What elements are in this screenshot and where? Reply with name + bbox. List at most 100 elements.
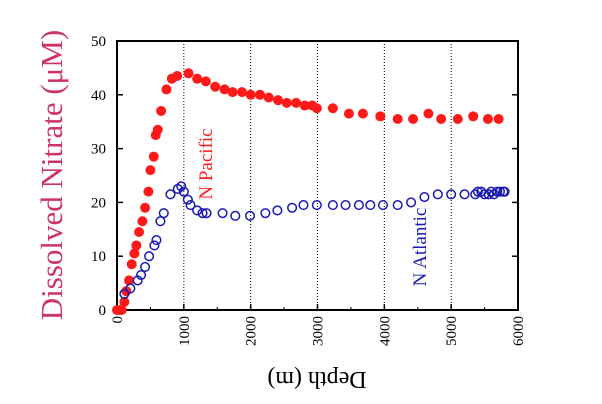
data-point-n-atlantic [446, 189, 457, 200]
data-point-n-atlantic [125, 283, 136, 294]
data-point-n-atlantic [353, 200, 364, 211]
data-point-n-pacific [468, 111, 479, 122]
x-tick-label: 6000 [511, 316, 527, 346]
y-axis-label: Dissolved Nitrate (μM) [34, 30, 69, 320]
data-point-n-atlantic [165, 189, 176, 200]
data-point-n-atlantic [182, 194, 193, 205]
data-point-n-atlantic [287, 202, 298, 213]
data-point-n-atlantic [492, 186, 503, 197]
data-point-n-atlantic [119, 288, 130, 299]
data-point-n-atlantic [311, 200, 322, 211]
data-point-n-atlantic [201, 208, 212, 219]
data-point-n-pacific [137, 216, 148, 227]
data-point-n-pacific [219, 84, 230, 95]
data-point-n-pacific [273, 95, 284, 106]
data-point-n-pacific [140, 202, 151, 213]
y-tick-label: 0 [99, 303, 107, 319]
data-point-n-pacific [357, 108, 368, 119]
data-point-n-pacific [126, 259, 137, 270]
data-point-n-atlantic [217, 208, 228, 219]
annotation-n-atlantic: N Atlantic [410, 208, 431, 287]
data-point-n-pacific [131, 240, 142, 251]
data-point-n-pacific [291, 97, 302, 108]
x-axis-label: Depth (m) [267, 366, 366, 392]
data-point-n-atlantic [499, 186, 510, 197]
data-point-n-pacific [343, 108, 354, 119]
data-point-n-pacific [152, 124, 163, 135]
x-tick-label: 4000 [377, 316, 393, 346]
data-point-n-pacific [236, 87, 247, 98]
data-point-n-atlantic [192, 205, 203, 216]
data-point-n-atlantic [158, 208, 169, 219]
data-point-n-pacific [281, 97, 292, 108]
data-point-n-pacific [200, 76, 211, 87]
y-tick-label: 20 [91, 195, 106, 211]
data-point-n-pacific [408, 114, 419, 125]
data-point-n-atlantic [459, 189, 470, 200]
data-point-n-pacific [327, 103, 338, 114]
y-tick-label: 10 [91, 249, 106, 265]
y-tick-labels: 0 10 20 30 40 50 [91, 34, 106, 319]
data-point-n-atlantic [432, 189, 443, 200]
data-point-n-atlantic [260, 208, 271, 219]
data-point-n-atlantic [392, 200, 403, 211]
data-point-n-pacific [124, 275, 135, 286]
data-point-n-pacific [482, 114, 493, 125]
data-point-n-pacific [183, 68, 194, 79]
y-tick-label: 50 [91, 34, 106, 50]
data-point-n-pacific [392, 114, 403, 125]
data-point-n-pacific [255, 89, 266, 100]
data-point-n-pacific [210, 81, 221, 92]
data-point-n-pacific [299, 100, 310, 111]
data-point-n-atlantic [244, 210, 256, 221]
y-tick-label: 30 [91, 142, 106, 158]
data-point-n-pacific [134, 226, 145, 237]
data-point-n-atlantic [140, 261, 151, 273]
x-tick-label: 0 [110, 316, 126, 324]
data-point-n-atlantic [377, 200, 389, 211]
data-point-n-pacific [375, 111, 386, 122]
data-point-n-atlantic [406, 197, 417, 208]
data-point-n-pacific [263, 92, 274, 103]
data-point-n-pacific [156, 105, 167, 116]
series-n-atlantic [119, 181, 510, 299]
data-point-n-atlantic [176, 181, 187, 192]
data-point-n-pacific [119, 296, 130, 307]
data-point-n-atlantic [365, 200, 376, 211]
data-point-n-atlantic [479, 189, 490, 200]
data-point-n-atlantic [272, 205, 283, 216]
data-point-n-pacific [145, 165, 156, 176]
data-point-n-atlantic [298, 200, 309, 211]
data-point-n-pacific [423, 108, 434, 119]
data-point-n-atlantic [470, 189, 481, 200]
data-point-n-pacific [172, 70, 183, 81]
data-point-n-atlantic [419, 191, 430, 203]
data-point-n-atlantic [483, 189, 494, 200]
annotation-n-pacific: N Pacific [196, 128, 217, 199]
data-point-n-atlantic [230, 210, 241, 221]
data-point-n-pacific [161, 84, 172, 95]
data-point-n-pacific [436, 114, 447, 125]
x-tick-label: 5000 [444, 316, 460, 346]
data-point-n-atlantic [149, 240, 160, 251]
data-point-n-pacific [227, 87, 238, 98]
data-point-n-pacific [143, 186, 154, 197]
data-point-n-pacific [452, 114, 463, 125]
data-point-n-atlantic [132, 275, 143, 286]
data-point-n-atlantic [340, 200, 351, 211]
data-point-n-pacific [129, 248, 140, 259]
series-n-pacific [112, 68, 504, 315]
data-point-n-atlantic [185, 200, 196, 211]
data-point-n-atlantic [151, 235, 162, 246]
data-point-n-atlantic [144, 251, 155, 262]
data-point-n-atlantic [327, 200, 338, 211]
x-tick-label: 3000 [311, 316, 327, 346]
data-point-n-pacific [192, 73, 203, 84]
data-point-n-atlantic [136, 269, 147, 281]
data-point-n-pacific [311, 103, 322, 114]
data-point-n-atlantic [494, 186, 506, 197]
data-point-n-atlantic [197, 208, 208, 219]
data-point-n-pacific [493, 114, 504, 125]
x-tick-label: 1000 [177, 316, 193, 346]
